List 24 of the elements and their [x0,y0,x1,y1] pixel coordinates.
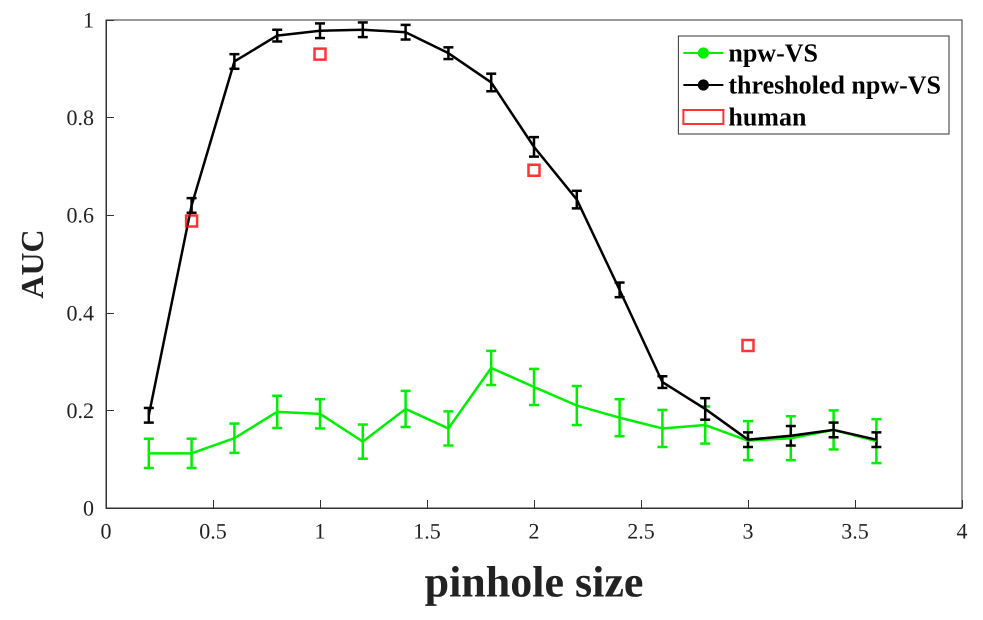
y-tick-label: 0.8 [66,105,94,130]
x-tick-label: 0 [100,518,112,544]
legend-label: human [728,102,807,132]
legend-label: npw-VS [728,38,818,68]
x-axis-title: pinhole size [424,558,644,606]
y-tick-label: 0.2 [66,398,94,423]
x-tick-label: 1.5 [413,518,441,544]
point [527,164,541,178]
x-tick-label: 2 [528,518,540,544]
y-tick-label: 0.4 [66,300,94,326]
y-tick-label: 0.6 [66,202,94,228]
x-tick-label: 1 [314,518,326,544]
x-tick-label: 2.5 [627,518,655,544]
x-tick-label: 4 [956,518,968,544]
x-tick-label: 0.5 [199,518,227,544]
point [184,214,198,228]
point [313,47,327,61]
x-tick-label: 3.5 [841,518,869,544]
legend-label: thresholed npw-VS [728,70,942,100]
x-tick-label: 3 [742,518,754,544]
point [741,338,755,352]
y-tick-label: 1 [83,8,94,32]
y-axis-title: AUC [14,229,50,299]
y-tick-label: 0 [83,496,94,520]
